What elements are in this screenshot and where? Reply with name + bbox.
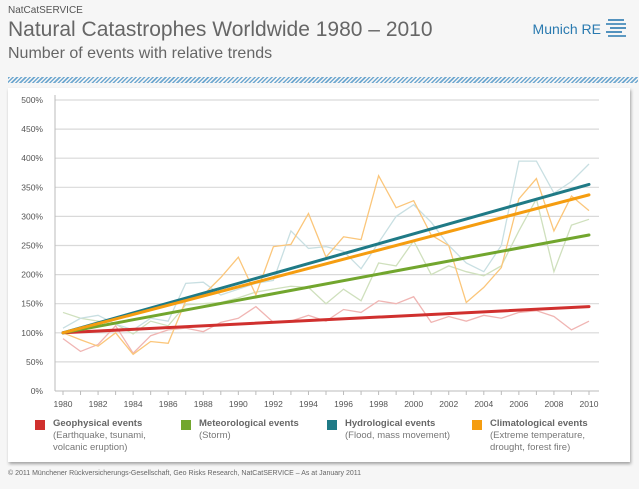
y-tick-label: 500% <box>21 95 43 105</box>
x-tick-label: 1986 <box>159 399 178 409</box>
munich-re-logo: Munich RE <box>533 18 627 40</box>
page-subtitle: Number of events with relative trends <box>8 45 273 62</box>
legend-item: Geophysical events (Earthquake, tsunami, … <box>35 418 181 454</box>
series-line-geophysical <box>62 295 590 355</box>
legend-label: Hydrological events <box>345 418 436 429</box>
trend-line-meteorological <box>61 233 591 335</box>
page-title: Natural Catastrophes Worldwide 1980 – 20… <box>8 18 433 41</box>
x-tick-label: 1980 <box>54 399 73 409</box>
y-tick-label: 0% <box>31 386 44 396</box>
y-tick-label: 400% <box>21 153 43 163</box>
y-tick-label: 300% <box>21 211 43 221</box>
legend-description: (Flood, mass movement) <box>345 430 451 441</box>
y-tick-label: 50% <box>26 357 43 367</box>
legend-label: Meteorological events <box>199 418 299 429</box>
legend-description: (Earthquake, tsunami, volcanic eruption) <box>53 430 146 453</box>
header-divider <box>8 77 638 83</box>
legend-item: Hydrological events (Flood, mass movement… <box>327 418 472 454</box>
y-tick-label: 350% <box>21 182 43 192</box>
legend-item: Meteorological events (Storm) <box>181 418 327 454</box>
legend-description: (Storm) <box>199 430 231 441</box>
y-tick-label: 200% <box>21 270 43 280</box>
legend-swatch <box>472 420 482 430</box>
x-tick-label: 1994 <box>299 399 318 409</box>
series-line-meteorological <box>62 197 590 335</box>
y-tick-label: 100% <box>21 328 43 338</box>
y-tick-label: 250% <box>21 241 43 251</box>
x-tick-label: 1984 <box>124 399 143 409</box>
x-tick-label: 2010 <box>580 399 599 409</box>
x-tick-label: 2006 <box>509 399 528 409</box>
legend-swatch <box>327 420 337 430</box>
legend-label: Geophysical events <box>53 418 143 429</box>
legend-swatch <box>181 420 191 430</box>
x-tick-label: 2002 <box>439 399 458 409</box>
x-tick-label: 1988 <box>194 399 213 409</box>
legend-swatch <box>35 420 45 430</box>
legend-description: (Extreme temperature, drought, forest fi… <box>490 430 586 453</box>
logo-text: Munich RE <box>532 21 601 37</box>
kicker: NatCatSERVICE <box>8 5 83 16</box>
x-tick-label: 1998 <box>369 399 388 409</box>
series-line-hydrological <box>62 160 590 331</box>
x-tick-label: 1990 <box>229 399 248 409</box>
x-tick-label: 2000 <box>404 399 423 409</box>
y-tick-label: 450% <box>21 124 43 134</box>
x-tick-label: 1982 <box>89 399 108 409</box>
legend: Geophysical events (Earthquake, tsunami, … <box>35 418 635 454</box>
trend-line-climatological <box>61 193 591 335</box>
copyright-footer: © 2011 Münchener Rückversicherungs-Gesel… <box>8 470 361 477</box>
legend-label: Climatological events <box>490 418 588 429</box>
x-tick-label: 2004 <box>474 399 493 409</box>
x-tick-label: 2008 <box>544 399 563 409</box>
logo-icon <box>606 19 626 37</box>
legend-item: Climatological events (Extreme temperatur… <box>472 418 618 454</box>
trend-line-hydrological <box>61 182 591 335</box>
x-tick-label: 1992 <box>264 399 283 409</box>
y-tick-label: 150% <box>21 299 43 309</box>
trend-line-geophysical <box>61 305 591 335</box>
x-tick-label: 1996 <box>334 399 353 409</box>
